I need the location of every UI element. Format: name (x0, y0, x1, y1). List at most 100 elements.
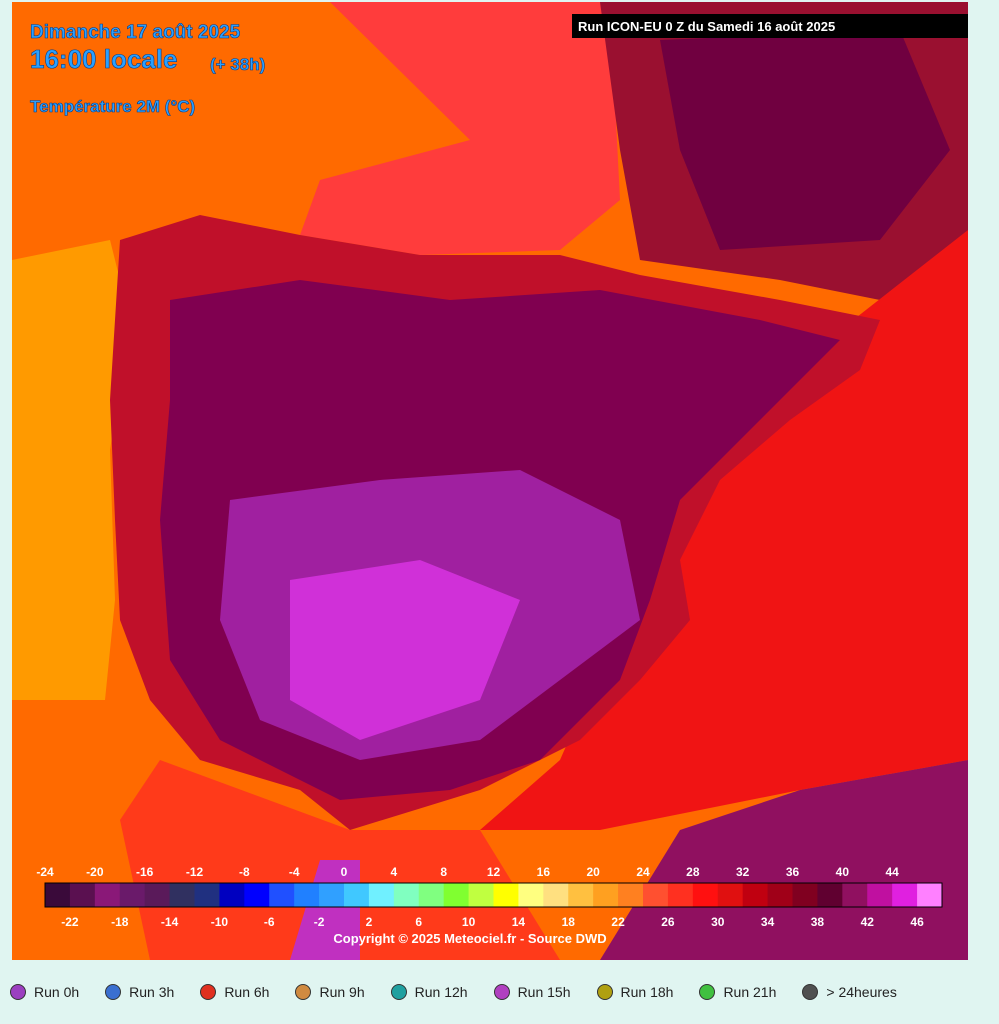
coast-warm (12, 240, 130, 700)
run-button[interactable]: Run 12h (390, 984, 468, 1000)
legend-label: 2 (366, 915, 373, 929)
africa (600, 760, 968, 960)
legend-swatch (767, 883, 793, 907)
legend-label: -24 (36, 865, 54, 879)
run-button[interactable]: Run 15h (493, 984, 571, 1000)
run-button[interactable]: Run 18h (596, 984, 674, 1000)
run-button[interactable]: Run 21h (699, 984, 776, 1000)
legend-label: 8 (440, 865, 447, 879)
run-label: Run 9h (319, 984, 365, 1000)
legend-label: 0 (341, 865, 348, 879)
legend-label: 36 (786, 865, 800, 879)
legend-label: 38 (811, 915, 825, 929)
run-box (572, 14, 968, 38)
time: 16:00 locale (30, 44, 177, 74)
legend-swatch (618, 883, 644, 907)
legend-label: 42 (861, 915, 875, 929)
legend-label: 22 (611, 915, 625, 929)
legend-label: 12 (487, 865, 501, 879)
legend-swatch (568, 883, 594, 907)
legend-swatch (344, 883, 370, 907)
legend-label: -20 (86, 865, 104, 879)
run-icon (105, 984, 122, 1000)
run-label: Run 15h (517, 984, 571, 1000)
legend-swatch (119, 883, 146, 907)
legend-label: 26 (661, 915, 675, 929)
legend-label: -22 (61, 915, 79, 929)
legend-swatch (667, 883, 694, 907)
run-title: Run ICON-EU 0 Z du Samedi 16 août 2025 (578, 19, 835, 34)
legend-label: -6 (264, 915, 275, 929)
run-label: > 24heures (826, 984, 897, 1000)
legend-label: 16 (537, 865, 551, 879)
parameter: Température 2M (°C) (30, 97, 195, 116)
legend-swatch (493, 883, 519, 907)
run-label: Run 6h (224, 984, 270, 1000)
legend-label: 10 (462, 915, 476, 929)
legend-swatch (45, 883, 71, 907)
legend-swatch (692, 883, 719, 907)
run-icon (802, 984, 819, 1000)
run-label: Run 0h (34, 984, 80, 1000)
legend-swatch (368, 883, 395, 907)
legend-swatch (792, 883, 818, 907)
run-icon (596, 984, 613, 1000)
legend-label: -18 (111, 915, 129, 929)
legend-swatch (169, 883, 195, 907)
legend-label: 28 (686, 865, 700, 879)
legend-swatch (468, 883, 494, 907)
run-button[interactable]: Run 6h (200, 984, 269, 1000)
legend-label: 46 (910, 915, 924, 929)
france-inland (660, 30, 950, 250)
legend-label: -4 (289, 865, 300, 879)
legend-swatch (717, 883, 744, 907)
legend-label: 18 (562, 915, 576, 929)
offset: (+ 38h) (210, 55, 265, 74)
legend-swatch (817, 883, 843, 907)
legend-label: 20 (586, 865, 600, 879)
legend-label: 34 (761, 915, 775, 929)
legend-swatch (867, 883, 893, 907)
legend-swatch (742, 883, 769, 907)
run-button[interactable]: > 24heures (802, 984, 897, 1000)
legend-label: 6 (415, 915, 422, 929)
legend-label: -8 (239, 865, 250, 879)
run-button[interactable]: Run 0h (10, 984, 79, 1000)
run-button[interactable]: Run 3h (105, 984, 174, 1000)
legend-swatch (144, 883, 171, 907)
run-icon (699, 984, 716, 1000)
iberia-hottest (290, 560, 520, 740)
run-icon (493, 984, 510, 1000)
legend-swatch (593, 883, 619, 907)
legend-label: -16 (136, 865, 154, 879)
legend-swatch (269, 883, 295, 907)
legend-label: -10 (211, 915, 229, 929)
legend-swatch (643, 883, 669, 907)
legend-swatch (518, 883, 544, 907)
run-label: Run 3h (129, 984, 175, 1000)
legend-swatch (443, 883, 470, 907)
legend-label: -2 (314, 915, 325, 929)
legend-swatch (418, 883, 445, 907)
legend-label: -12 (186, 865, 204, 879)
legend-swatch (393, 883, 420, 907)
legend-swatch (892, 883, 918, 907)
legend-swatch (244, 883, 270, 907)
run-label: Run 21h (723, 984, 777, 1000)
run-icon (200, 984, 217, 1000)
run-button[interactable]: Run 9h (295, 984, 365, 1000)
run-label: Run 12h (414, 984, 468, 1000)
run-label: Run 18h (620, 984, 674, 1000)
map: Dimanche 17 août 2025 16:00 locale (+ 38… (12, 2, 968, 960)
run-bar: Run 0h Run 3h Run 6h Run 9h Run 12h Run 15h Ru… (10, 984, 923, 1000)
legend-swatch (917, 883, 943, 907)
run-icon (10, 984, 26, 1000)
legend-swatch (219, 883, 245, 907)
legend-label: 32 (736, 865, 750, 879)
legend-swatch (319, 883, 345, 907)
date: Dimanche 17 août 2025 (30, 22, 241, 43)
copyright: Copyright © 2025 Meteociel.fr - Source D… (333, 931, 606, 946)
legend-swatch (69, 883, 96, 907)
legend-label: -14 (161, 915, 179, 929)
